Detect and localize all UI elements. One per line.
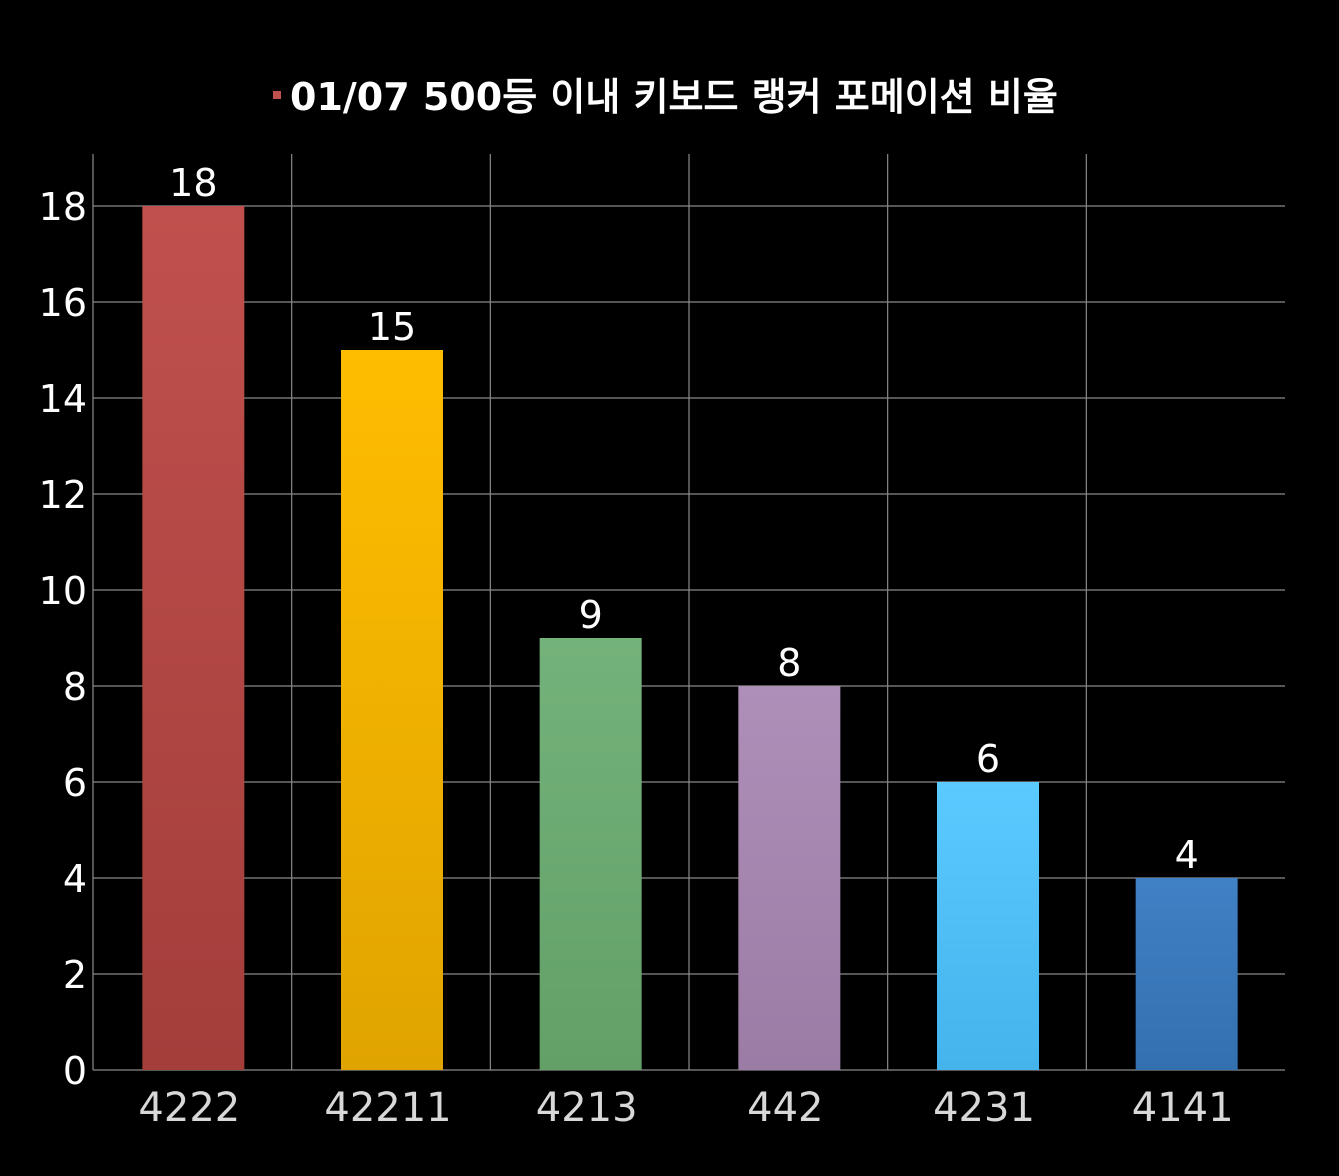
data-label: 6	[976, 737, 1000, 781]
grid	[92, 154, 1285, 1071]
x-tick-label: 442	[747, 1085, 823, 1131]
x-axis: 4222 42211 4213 442 4231 4141	[138, 1085, 1233, 1131]
title-marker	[273, 91, 281, 99]
y-tick-label: 4	[63, 857, 87, 901]
data-label: 8	[777, 641, 801, 685]
data-label: 18	[169, 161, 217, 205]
y-axis: 0 2 4 6 8 10 12 14 16 18	[39, 185, 87, 1093]
bar	[142, 206, 245, 1070]
bar	[937, 782, 1039, 1070]
x-tick-label: 4231	[933, 1085, 1035, 1131]
x-tick-label: 4222	[138, 1085, 240, 1131]
x-tick-label: 4213	[536, 1085, 638, 1131]
y-tick-label: 6	[63, 761, 87, 805]
bar	[1135, 878, 1238, 1070]
y-tick-label: 8	[63, 665, 87, 709]
chart-title: 01/07 500등 이내 키보드 랭커 포메이션 비율	[290, 75, 1058, 119]
y-tick-label: 18	[39, 185, 87, 229]
bars	[142, 206, 1238, 1070]
y-tick-label: 0	[63, 1049, 87, 1093]
y-tick-label: 14	[39, 377, 87, 421]
y-tick-label: 16	[39, 281, 87, 325]
y-tick-label: 2	[63, 953, 87, 997]
data-label: 15	[368, 305, 416, 349]
x-tick-label: 4141	[1132, 1085, 1234, 1131]
data-labels: 18 15 9 8 6 4	[169, 161, 1199, 877]
x-tick-label: 42211	[324, 1085, 451, 1131]
chart-title-group: 01/07 500등 이내 키보드 랭커 포메이션 비율	[273, 75, 1058, 119]
y-tick-label: 10	[39, 569, 87, 613]
data-label: 4	[1175, 833, 1199, 877]
bar	[341, 350, 443, 1070]
data-label: 9	[579, 593, 603, 637]
bar	[738, 686, 841, 1070]
bar	[539, 638, 642, 1070]
y-tick-label: 12	[39, 473, 87, 517]
